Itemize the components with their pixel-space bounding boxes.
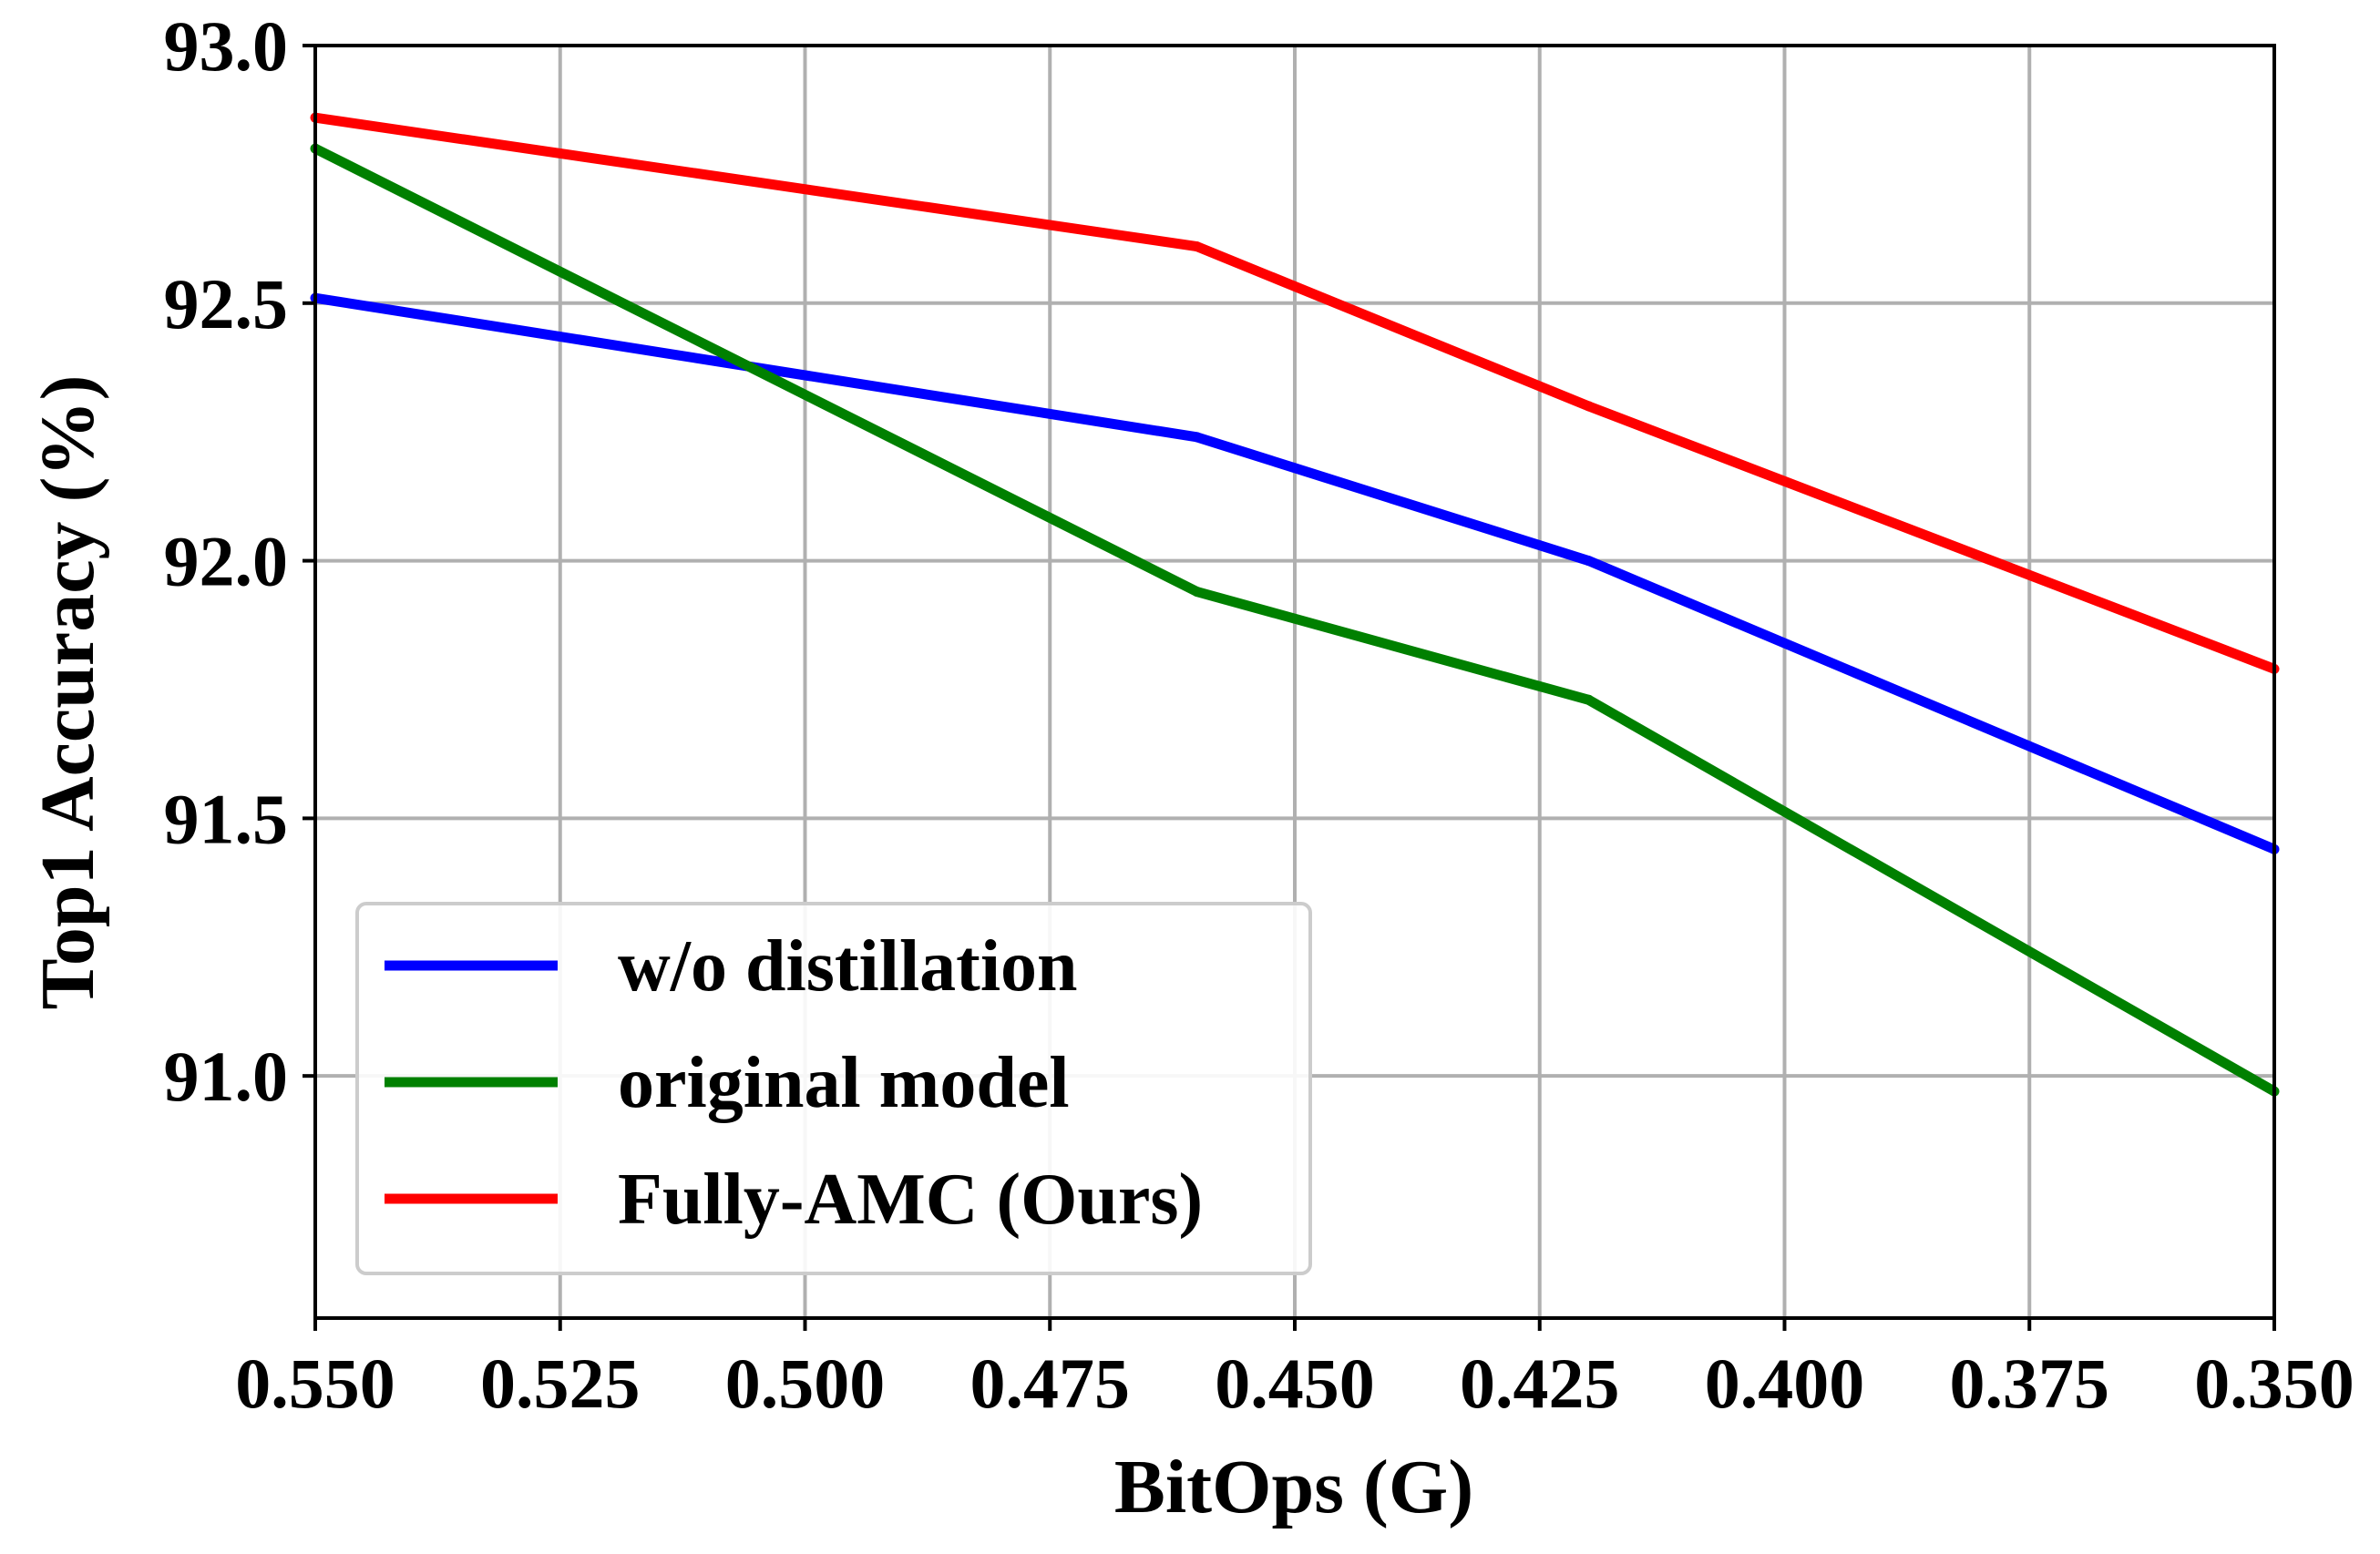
data-point	[1584, 556, 1594, 567]
x-tick-label: 0.525	[480, 1344, 641, 1423]
x-tick-label: 0.375	[1950, 1344, 2110, 1423]
data-point	[1192, 432, 1202, 443]
y-tick-label: 93.0	[164, 6, 289, 86]
legend-label: Fully-AMC (Ours)	[618, 1160, 1203, 1240]
y-axis-title: Top1 Accuracy (%)	[26, 375, 110, 1010]
y-tick-label: 92.5	[164, 264, 289, 343]
y-tick-label: 92.0	[164, 522, 289, 601]
data-point	[1584, 401, 1594, 412]
data-point	[1584, 694, 1594, 705]
legend-label: w/o distillation	[618, 926, 1078, 1007]
y-tick-label: 91.5	[164, 779, 289, 858]
x-tick-label: 0.425	[1460, 1344, 1620, 1423]
x-tick-label: 0.450	[1215, 1344, 1375, 1423]
x-axis-title: BitOps (G)	[1114, 1445, 1473, 1529]
axis-ticks: 0.550 0.525 0.500 0.475 0.450 0.425 0.400 0.375…	[164, 6, 2354, 1423]
x-tick-label: 0.475	[970, 1344, 1131, 1423]
x-tick-label: 0.400	[1705, 1344, 1865, 1423]
x-tick-label: 0.550	[235, 1344, 395, 1423]
y-tick-label: 91.0	[164, 1037, 289, 1116]
x-tick-label: 0.500	[725, 1344, 886, 1423]
data-point	[1192, 241, 1202, 252]
series-line-1	[313, 144, 2277, 1096]
legend-box	[355, 902, 1312, 1275]
legend-label: original model	[618, 1043, 1070, 1123]
data-point	[1192, 587, 1202, 598]
x-tick-label: 0.350	[2194, 1344, 2354, 1423]
series-line-2	[314, 112, 2276, 674]
legend: w/o distillation original model Fully-AMC …	[355, 902, 1312, 1275]
